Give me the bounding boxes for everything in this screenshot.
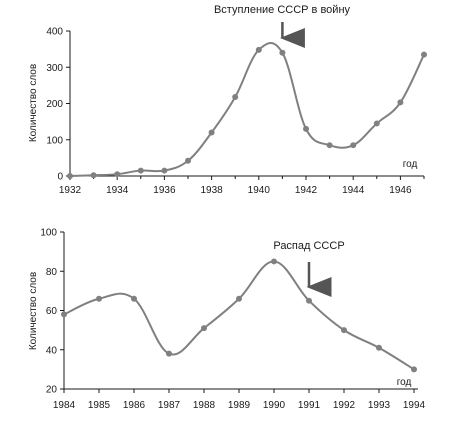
data-point — [232, 93, 239, 100]
chart-panel-2: 20 40 60 80 100 1984 1985 1986 1987 1988 1989 1990 1… — [28, 228, 426, 412]
data-point — [271, 258, 277, 265]
y-tick-label: 0 — [57, 172, 63, 183]
y-tick-label: 20 — [46, 385, 58, 396]
x-tick-label: 1936 — [153, 185, 176, 196]
x-tick-label: 1985 — [88, 400, 111, 411]
data-point — [279, 49, 286, 56]
y-tick-label: 80 — [46, 267, 58, 278]
x-tick-label: 1994 — [403, 400, 426, 411]
annotation-label: Распад СССР — [273, 240, 344, 252]
data-point — [161, 167, 168, 174]
y-tick-label: 200 — [46, 99, 63, 110]
data-point — [208, 129, 215, 136]
y-tick-label: 60 — [46, 306, 58, 317]
data-point — [306, 297, 312, 304]
x-tick-label: 1987 — [158, 400, 181, 411]
data-point — [96, 295, 102, 302]
y-tick-label: 40 — [46, 345, 58, 356]
y-axis-label: Количество слов — [28, 272, 39, 350]
x-tick-label: 1946 — [389, 185, 412, 196]
data-point — [90, 172, 97, 179]
y-tick-label: 400 — [46, 27, 63, 38]
x-tick-label: 1986 — [123, 400, 146, 411]
x-tick-label: 1992 — [333, 400, 356, 411]
data-point — [67, 173, 73, 179]
y-tick-label: 100 — [46, 135, 63, 146]
x-tick-label: 1942 — [295, 185, 318, 196]
data-point — [114, 171, 121, 178]
chart-panel-1: 0 100 200 300 400 1932 1934 1936 1938 1940 1942 194… — [28, 4, 427, 196]
data-point — [303, 125, 309, 132]
x-tick-label: 1993 — [368, 400, 391, 411]
data-point — [131, 295, 137, 302]
data-point — [373, 120, 380, 127]
x-axis-label: год — [403, 159, 418, 170]
annotation-label: Вступление СССР в войну — [214, 4, 351, 16]
data-point — [411, 366, 417, 373]
data-point — [255, 46, 262, 53]
data-point — [350, 142, 357, 149]
data-point — [421, 51, 427, 58]
x-tick-label: 1991 — [298, 400, 321, 411]
x-tick-label: 1988 — [193, 400, 216, 411]
x-axis-label: год — [397, 377, 412, 388]
series-line-1 — [63, 260, 415, 371]
data-point — [236, 295, 242, 302]
data-point — [341, 327, 347, 334]
data-point — [61, 311, 67, 318]
x-tick-label: 1940 — [248, 185, 271, 196]
y-tick-label: 300 — [46, 63, 63, 74]
x-tick-label: 1932 — [59, 185, 82, 196]
data-point — [201, 325, 207, 332]
x-tick-label: 1984 — [53, 400, 76, 411]
x-tick-label: 1938 — [200, 185, 223, 196]
series-line-1 — [69, 41, 425, 177]
x-tick-label: 1990 — [263, 400, 286, 411]
data-point — [185, 157, 191, 164]
y-tick-label: 100 — [40, 228, 57, 239]
data-point — [166, 350, 172, 357]
x-tick-label: 1934 — [106, 185, 129, 196]
data-point — [397, 99, 404, 106]
data-point — [376, 344, 382, 351]
data-point — [326, 142, 333, 149]
data-point — [137, 167, 144, 174]
y-axis-label: Количество слов — [28, 64, 39, 142]
x-tick-label: 1944 — [342, 185, 365, 196]
x-tick-label: 1989 — [228, 400, 251, 411]
